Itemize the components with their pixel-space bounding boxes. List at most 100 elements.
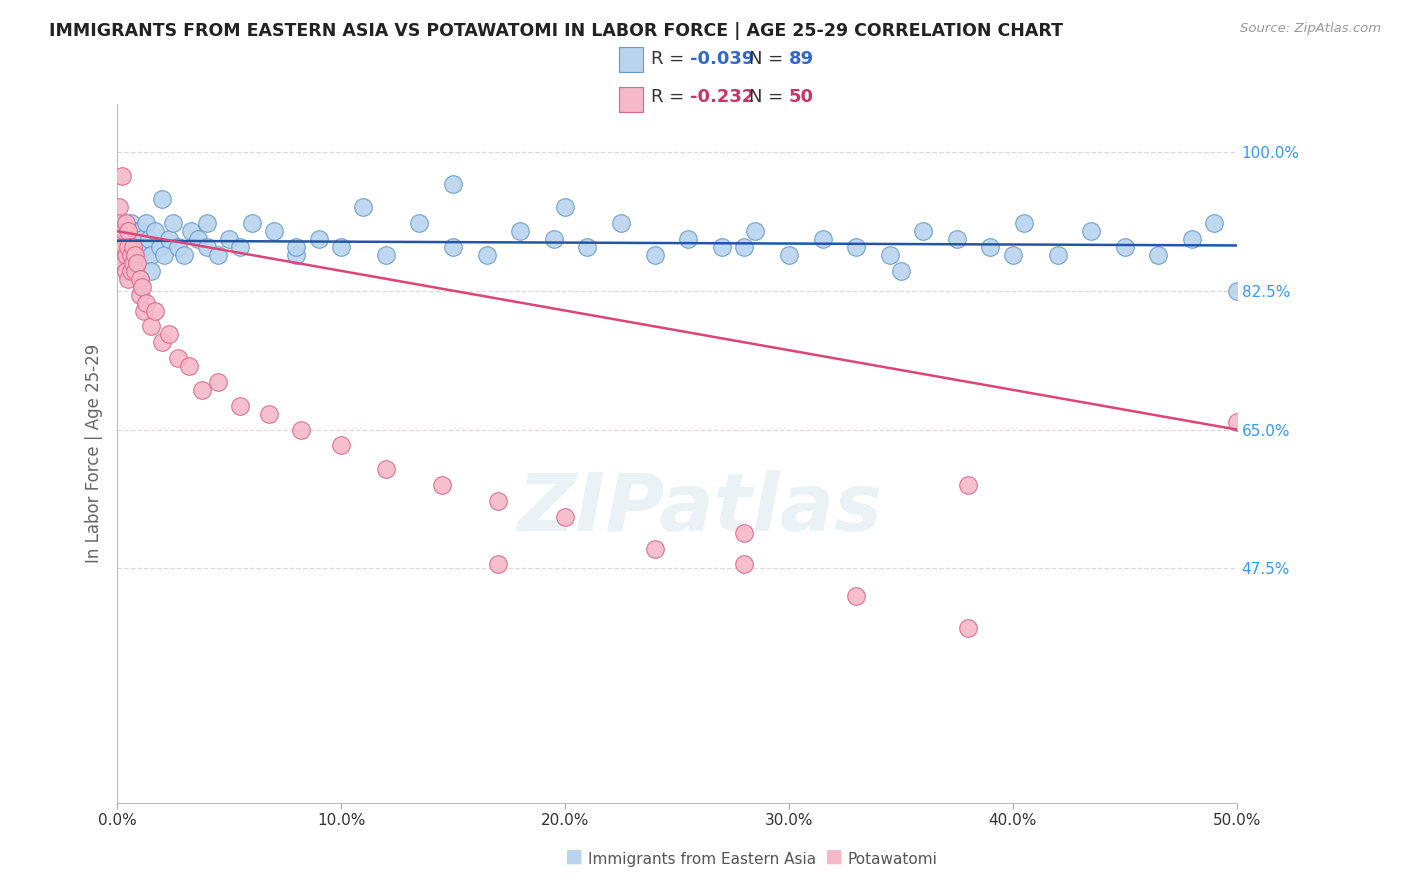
Text: ◼: ◼ xyxy=(565,847,583,867)
Point xyxy=(117,240,139,254)
Point xyxy=(112,248,135,262)
Point xyxy=(180,224,202,238)
Point xyxy=(330,438,353,452)
Point xyxy=(191,383,214,397)
Point xyxy=(117,232,139,246)
Point xyxy=(132,303,155,318)
Point xyxy=(733,525,755,540)
Point xyxy=(486,558,509,572)
Point xyxy=(115,224,138,238)
Point xyxy=(121,232,143,246)
Point xyxy=(128,240,150,254)
Point xyxy=(115,264,138,278)
Point xyxy=(127,240,149,254)
Point xyxy=(124,232,146,246)
Point xyxy=(117,224,139,238)
Point xyxy=(778,248,800,262)
Point xyxy=(139,264,162,278)
Point xyxy=(957,621,980,635)
Point xyxy=(128,272,150,286)
Point xyxy=(1147,248,1170,262)
Text: Immigrants from Eastern Asia: Immigrants from Eastern Asia xyxy=(588,852,815,867)
Text: R =: R = xyxy=(651,88,689,106)
Point xyxy=(111,248,134,262)
Point xyxy=(187,232,209,246)
Point xyxy=(845,240,868,254)
Point xyxy=(128,224,150,238)
Bar xyxy=(620,87,643,112)
Point xyxy=(108,232,131,246)
Point xyxy=(441,177,464,191)
Point xyxy=(120,248,142,262)
Point xyxy=(374,248,396,262)
Point xyxy=(112,216,135,230)
Point xyxy=(1181,232,1204,246)
Point xyxy=(117,256,139,270)
Point xyxy=(166,240,188,254)
Point xyxy=(1204,216,1226,230)
Point xyxy=(576,240,599,254)
Point xyxy=(149,240,172,254)
Point xyxy=(946,232,969,246)
Point xyxy=(430,478,453,492)
Point xyxy=(259,407,281,421)
Point xyxy=(131,232,153,246)
Text: Source: ZipAtlas.com: Source: ZipAtlas.com xyxy=(1240,22,1381,36)
Point xyxy=(153,248,176,262)
Point xyxy=(173,248,195,262)
Point xyxy=(132,240,155,254)
Point xyxy=(408,216,430,230)
Point xyxy=(610,216,633,230)
Point xyxy=(1001,248,1024,262)
Point xyxy=(353,200,375,214)
Text: 89: 89 xyxy=(789,50,814,68)
Text: Potawatomi: Potawatomi xyxy=(848,852,938,867)
Point xyxy=(117,272,139,286)
Text: ◼: ◼ xyxy=(825,847,844,867)
Point xyxy=(135,216,157,230)
Point xyxy=(112,240,135,254)
Point xyxy=(166,351,188,365)
Point xyxy=(108,216,131,230)
Point xyxy=(124,248,146,262)
Point xyxy=(195,216,218,230)
Point xyxy=(128,287,150,301)
Text: R =: R = xyxy=(651,50,689,68)
Point xyxy=(676,232,699,246)
Point xyxy=(115,240,138,254)
Point xyxy=(957,478,980,492)
Point xyxy=(554,200,576,214)
Point xyxy=(124,248,146,262)
Point xyxy=(475,248,498,262)
Point xyxy=(120,264,142,278)
Point xyxy=(1114,240,1136,254)
Point xyxy=(150,335,173,350)
Point xyxy=(120,216,142,230)
Point xyxy=(710,240,733,254)
Point xyxy=(374,462,396,476)
Point xyxy=(150,193,173,207)
Point xyxy=(117,240,139,254)
Point xyxy=(112,256,135,270)
Point xyxy=(644,541,666,556)
Point xyxy=(285,240,308,254)
Point xyxy=(117,224,139,238)
Point xyxy=(117,248,139,262)
Point xyxy=(509,224,531,238)
Point xyxy=(1226,415,1249,429)
Point xyxy=(111,169,134,183)
Point xyxy=(112,232,135,246)
Point xyxy=(207,248,229,262)
Text: IMMIGRANTS FROM EASTERN ASIA VS POTAWATOMI IN LABOR FORCE | AGE 25-29 CORRELATIO: IMMIGRANTS FROM EASTERN ASIA VS POTAWATO… xyxy=(49,22,1063,40)
Text: N =: N = xyxy=(749,88,789,106)
Point xyxy=(441,240,464,254)
Point xyxy=(115,216,138,230)
Point xyxy=(285,248,308,262)
Point xyxy=(143,224,166,238)
Point xyxy=(157,327,180,342)
Text: ZIPatlas: ZIPatlas xyxy=(517,470,882,549)
Point xyxy=(121,256,143,270)
Point xyxy=(177,359,200,373)
Point xyxy=(111,224,134,238)
Point xyxy=(120,232,142,246)
